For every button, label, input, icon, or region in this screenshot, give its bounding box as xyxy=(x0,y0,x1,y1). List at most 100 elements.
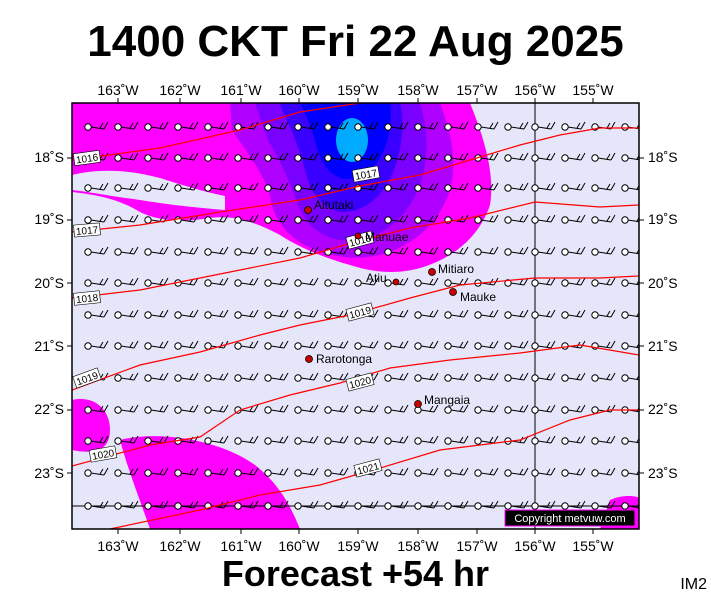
lon-tick-label: 158˚W xyxy=(397,538,439,554)
wind-barb xyxy=(174,121,199,131)
isobar-label: 1016 xyxy=(72,149,102,166)
lat-tick-label: 21˚S xyxy=(648,338,678,354)
latitude-axis-left: 18˚S 19˚S 20˚S 21˚S 22˚S 23˚S xyxy=(34,149,64,481)
wind-barb xyxy=(174,309,199,319)
wind-barb xyxy=(204,182,229,192)
lon-tick-label: 157˚W xyxy=(456,82,498,98)
wind-barb xyxy=(504,404,529,414)
wind-barb xyxy=(294,435,319,445)
isobar-label: 1018 xyxy=(73,290,101,306)
wind-barb xyxy=(294,277,319,287)
wind-barb xyxy=(561,435,586,445)
wind-barb xyxy=(174,152,199,162)
wind-barb xyxy=(504,340,529,350)
wind-barb xyxy=(324,340,349,350)
svg-text:1018: 1018 xyxy=(76,293,100,306)
wind-barb xyxy=(264,152,289,162)
image-tag: IM2 xyxy=(680,576,707,593)
wind-barb xyxy=(474,182,499,192)
map-frame xyxy=(71,102,640,530)
wind-barb xyxy=(474,121,499,131)
wind-barb xyxy=(444,340,469,350)
wind-barb xyxy=(591,214,616,224)
lon-tick-label: 163˚W xyxy=(97,82,139,98)
wind-barb xyxy=(84,309,109,319)
wind-barb xyxy=(294,214,319,224)
wind-barb xyxy=(294,182,319,192)
wind-barb xyxy=(84,435,109,445)
wind-barb xyxy=(204,277,229,287)
isobar-line-1 xyxy=(72,103,361,161)
wind-barb xyxy=(204,309,229,319)
island-marker: Mangaia xyxy=(414,393,470,408)
svg-text:Mangaia: Mangaia xyxy=(424,393,470,407)
wind-barb xyxy=(264,121,289,131)
wind-barb xyxy=(114,340,139,350)
wind-barb xyxy=(531,340,556,350)
wind-barb xyxy=(84,121,109,131)
wind-barb xyxy=(384,467,409,477)
wind-barb xyxy=(264,435,289,445)
lat-tick-label: 19˚S xyxy=(34,211,64,227)
wind-barb xyxy=(474,435,499,445)
wind-barb xyxy=(114,404,139,414)
lon-tick-label: 163˚W xyxy=(97,538,139,554)
wind-barb xyxy=(531,467,556,477)
wind-barb xyxy=(504,121,529,131)
wind-barb xyxy=(114,246,139,256)
wind-barb xyxy=(114,372,139,382)
wind-barb xyxy=(474,246,499,256)
svg-text:Aitutaki: Aitutaki xyxy=(314,198,353,212)
wind-barb xyxy=(531,121,556,131)
wind-barb xyxy=(504,214,529,224)
wind-barb xyxy=(444,152,469,162)
svg-text:Atiu: Atiu xyxy=(366,271,387,285)
lon-tick-label: 161˚W xyxy=(220,82,262,98)
wind-barb xyxy=(234,214,259,224)
wind-barb xyxy=(531,277,556,287)
isobar-line-5 xyxy=(72,344,639,467)
wind-barb xyxy=(174,246,199,256)
wind-barb xyxy=(84,182,109,192)
wind-barb xyxy=(264,214,289,224)
wind-barb xyxy=(561,277,586,287)
lat-tick-label: 18˚S xyxy=(34,149,64,165)
wind-barb xyxy=(591,372,616,382)
wind-barb xyxy=(114,152,139,162)
wind-barb xyxy=(531,404,556,414)
isobar-labels: 1016 1017 1017 1018 1018 1019 1019 1020 … xyxy=(72,149,383,478)
wind-barb xyxy=(114,309,139,319)
wind-barb xyxy=(384,182,409,192)
wind-barb xyxy=(354,500,379,510)
isobar-label: 1020 xyxy=(88,445,118,463)
wind-barb xyxy=(234,309,259,319)
svg-text:1017: 1017 xyxy=(76,225,100,238)
wind-barb xyxy=(204,467,229,477)
rain-area-peak xyxy=(336,118,368,162)
lon-tick-label: 156˚W xyxy=(514,538,556,554)
island-marker: Mauke xyxy=(449,288,496,304)
wind-barb xyxy=(414,404,439,414)
lon-tick-label: 159˚W xyxy=(337,82,379,98)
wind-barb xyxy=(174,340,199,350)
wind-barb xyxy=(84,277,109,287)
island-marker: Rarotonga xyxy=(305,352,372,366)
wind-barb xyxy=(504,246,529,256)
wind-barb xyxy=(384,372,409,382)
wind-barb xyxy=(444,404,469,414)
latitude-axis-right: 18˚S 19˚S 20˚S 21˚S 22˚S 23˚S xyxy=(648,149,678,481)
wind-barb xyxy=(294,246,319,256)
wind-barb xyxy=(354,214,379,224)
wind-barb xyxy=(414,309,439,319)
lon-tick-label: 157˚W xyxy=(456,538,498,554)
wind-barb xyxy=(504,309,529,319)
lat-tick-label: 19˚S xyxy=(648,211,678,227)
wind-barb xyxy=(114,467,139,477)
wind-barb xyxy=(294,500,319,510)
wind-barb xyxy=(504,152,529,162)
wind-barb xyxy=(561,467,586,477)
wind-barb xyxy=(561,500,586,510)
wind-barb xyxy=(531,500,556,510)
wind-barb xyxy=(324,435,349,445)
